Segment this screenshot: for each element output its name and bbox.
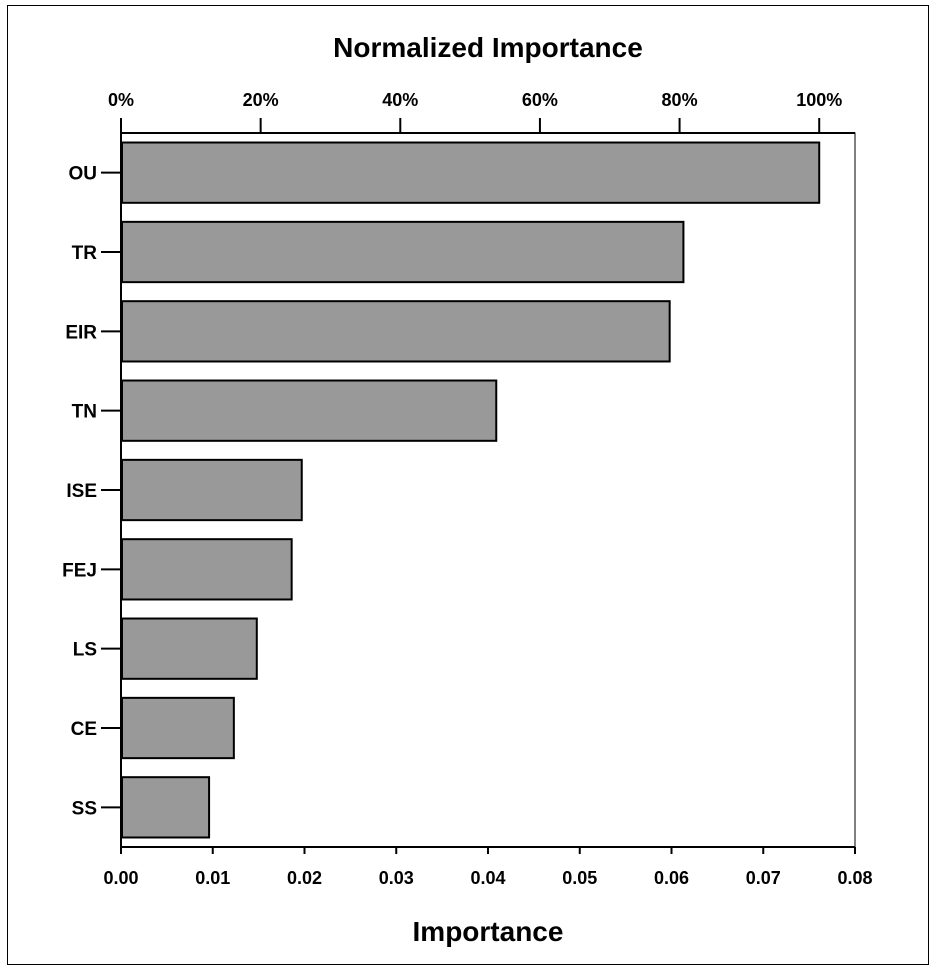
x-tick-label: 0.01 [195,868,230,888]
category-label: SS [72,798,97,819]
top-tick-label: 0% [108,90,134,110]
x-tick-label: 0.08 [837,868,872,888]
x-tick-label: 0.04 [470,868,505,888]
category-label: TR [72,243,98,264]
bar-ss [121,776,211,839]
x-tick-label: 0.06 [654,868,689,888]
x-tick-label: 0.05 [562,868,597,888]
bar-tn [121,379,498,442]
bar-eir [121,300,671,363]
top-tick-label: 20% [243,90,279,110]
x-tick-label: 0.03 [379,868,414,888]
x-axis-title: Importance [413,916,564,947]
bar-ce [121,696,235,760]
bar-fej [121,538,293,601]
x-tick-label: 0.00 [103,868,138,888]
top-tick-label: 40% [382,90,418,110]
bar-tr [121,220,685,284]
category-label: OU [69,164,98,185]
category-label: CE [71,719,97,740]
top-tick-label: 80% [662,90,698,110]
top-tick-label: 60% [522,90,558,110]
x-tick-label: 0.07 [746,868,781,888]
bar-ls [121,617,258,680]
top-axis-title: Normalized Importance [333,32,643,63]
category-label: EIR [65,322,97,343]
top-tick-label: 100% [796,90,842,110]
bar-ou [121,141,821,204]
bar-ise [121,458,303,522]
x-tick-label: 0.02 [287,868,322,888]
category-label: FEJ [62,560,97,581]
category-label: TN [72,402,97,423]
category-label: ISE [66,481,97,502]
plot-area: 0.00 0.01 0.02 0.03 0.04 0.05 0.06 0.07 0.08 0% 20… [62,90,872,888]
category-label: LS [73,640,97,661]
